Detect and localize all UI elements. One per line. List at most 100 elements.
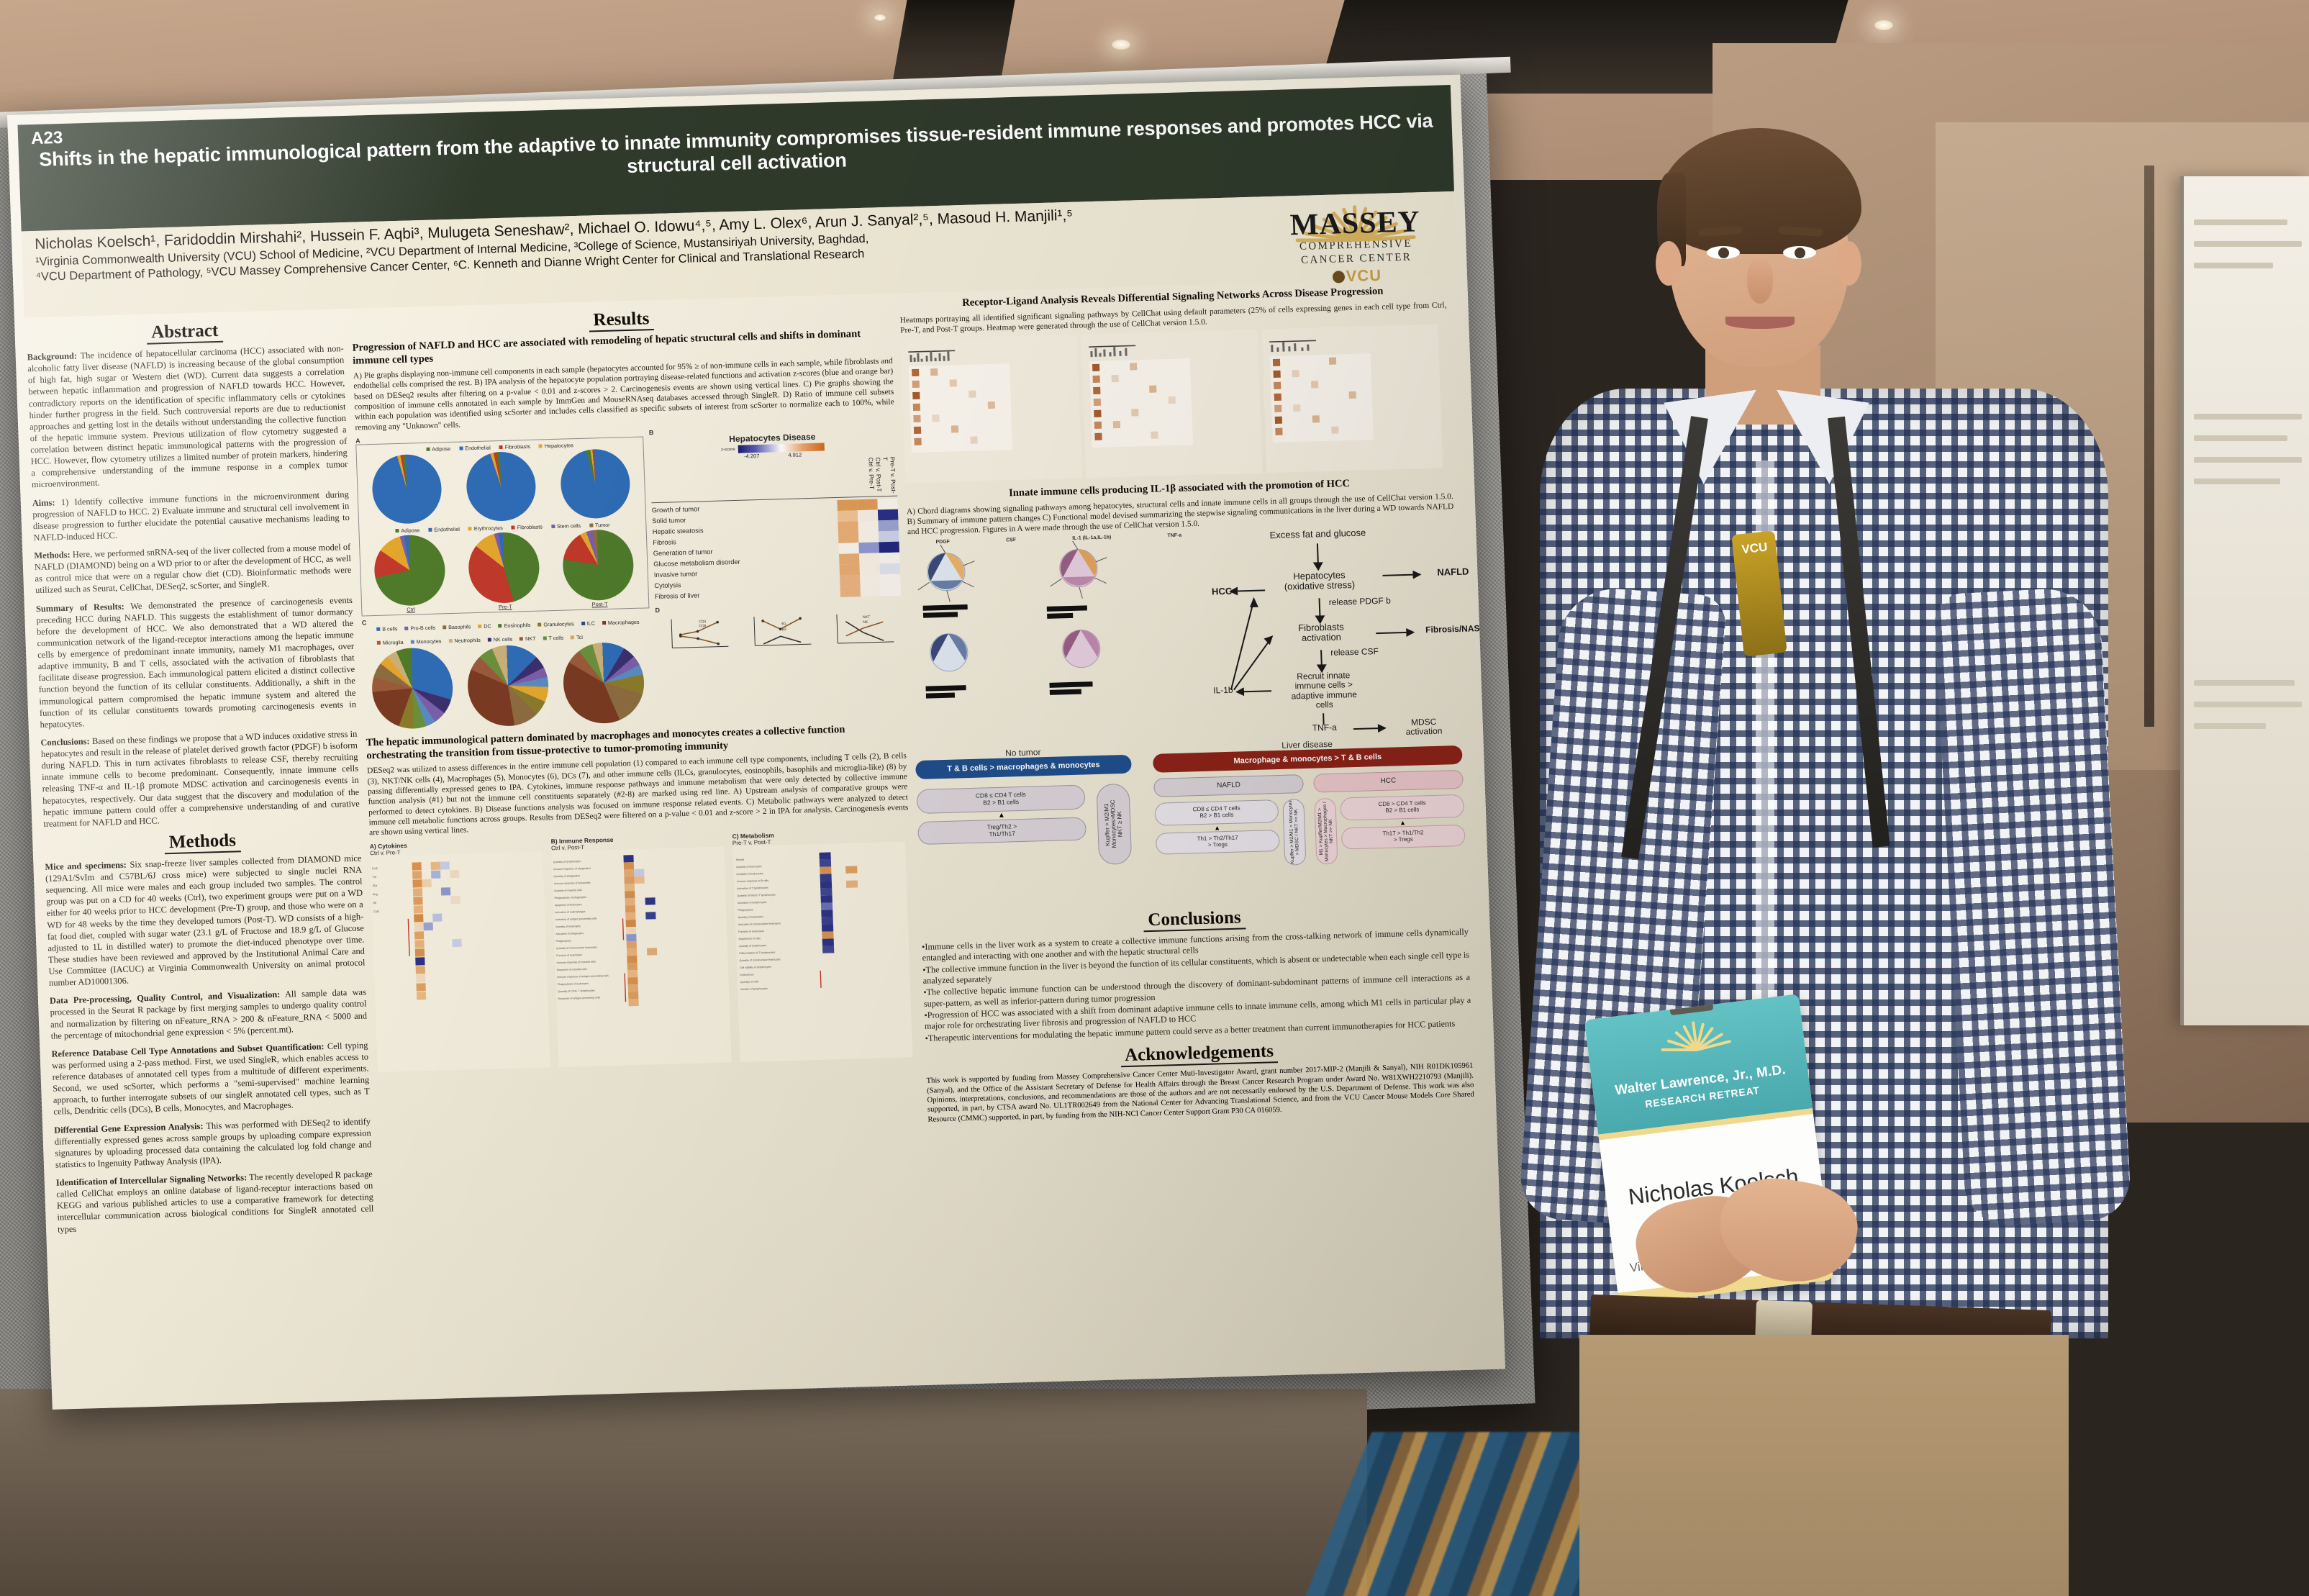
floor [0,1389,1367,1596]
hcc-pill: HCC [1313,769,1464,793]
svg-text:Immune response of B cells: Immune response of B cells [737,879,769,883]
heatmap-panel-B: B Hepatocytes Disease z-score -4.207 4.9… [649,422,905,722]
svg-text:Quantity of leukocytes: Quantity of leukocytes [555,925,581,928]
cellchat-heatmap-postt [1261,324,1443,473]
cellchat-heatmaps [900,324,1453,484]
svg-text:Csf1: Csf1 [373,910,380,913]
svg-text:Quantity of lymphocytes: Quantity of lymphocytes [553,860,581,863]
svg-text:B2: B2 [782,627,787,632]
svg-text:Activation of lymphocytes: Activation of lymphocytes [738,901,767,904]
heatmap-row-labels: Growth of tumor Solid tumor Hepatic stea… [651,500,840,602]
svg-text:Immune response of phagocytes: Immune response of phagocytes [553,866,591,870]
svg-text:Phagocytosis: Phagocytosis [738,908,753,912]
hcc-th17-pill: Th17 > Th1/Th2 > Tregs [1341,824,1466,850]
pie-box-structural: Adipose Endothelial Fibroblasts Hepatocy… [355,436,650,617]
figure1-caption: A) Pie graphs displaying non-immune cell… [353,356,894,432]
svg-text:Activation of macrophages: Activation of macrophages [555,910,586,914]
svg-text:Response of antigen presenting: Response of antigen presenting cells [558,996,600,1000]
svg-text:Quantity of leukocytes: Quantity of leukocytes [736,865,762,869]
pie-caption-pret: Pre-T [498,603,512,611]
svg-text:Oxidation of leukocytes: Oxidation of leukocytes [736,872,763,876]
line-chart-cd4-cd8: CD4 CD8 [655,615,738,658]
heatmap-block-cytokines: A) Cytokines Ctrl v. Pre-T Ccl2 Tnf Il1b I… [370,838,555,1076]
abstract-heading: Abstract [26,317,343,346]
zscore-label: z-score [720,447,735,453]
downlight-icon [1874,20,1893,30]
abstract-summary: Summary of Results: We demonstrated the … [35,594,357,730]
abstract-aims: Aims: 1) Identify collective immune func… [32,489,350,543]
svg-text:Function of leukocytes: Function of leukocytes [738,930,764,933]
zscore-min: -4.207 [743,453,760,460]
ear-right [1836,241,1861,286]
flow-arrows-to-hcc [1230,597,1274,691]
heatmap-column-headers: Ctrl v. Pre-T Ctrl v. Post-T Pre-T v. Po… [650,457,897,502]
heatmap-column-pret-postt [877,498,902,597]
zscore-max: 4.912 [788,451,802,459]
methods-heading: Methods [44,828,361,856]
nafld-pill: NAFLD [1153,774,1304,797]
svg-text:Function of leukocytes: Function of leukocytes [556,953,582,957]
svg-text:Ifng: Ifng [373,892,378,896]
pie-chart-nonimmune-pret [465,450,537,522]
svg-text:Tnf: Tnf [372,875,377,879]
no-tumor-treg-pill: Treg/Th2 > Th1/Th17 [917,817,1087,845]
pie-row-1 [358,448,644,525]
svg-text:Phagocytosis of phagocytes: Phagocytosis of phagocytes [554,896,586,899]
acknowledgements-text: This work is supported by funding from M… [926,1061,1474,1124]
poster-author-bar: Nicholas Koelsch¹, Faridoddin Mirshahi²,… [21,191,1458,318]
pie-row-immune [363,641,653,730]
svg-text:Endocytosis: Endocytosis [740,973,754,976]
flow-label-release-pdgf: release PDGF b [1328,595,1391,607]
svg-text:Cell viability of lymphocytes: Cell viability of lymphocytes [740,965,771,969]
adjacent-poster-board [2180,176,2309,1025]
svg-text:Activation of T lymphocytes: Activation of T lymphocytes [737,887,768,890]
svg-text:Quantity of mononuclear leukoc: Quantity of mononuclear leukocytes [556,946,597,950]
research-poster: A23 Shifts in the hepatic immunological … [7,74,1506,1410]
line-chart-nkt-nk: NKT NK [821,610,903,654]
poster-column-middle: Results Progression of NAFLD and HCC are… [351,298,927,1377]
hair [1657,128,1861,254]
ratio-line-charts: CD4 CD8 B1 [655,610,903,659]
svg-text:B1: B1 [781,622,786,626]
pie-chart-immune-postt [562,641,646,725]
cellchat-heatmap-ctrl [900,334,1082,484]
pie-chart-structural-pret: Pre-T [467,531,541,612]
methods-dge: Differential Gene Expression Analysis: T… [54,1115,372,1170]
massey-cancer-center-logo: MASSEY COMPREHENSIVE CANCER CENTER VCU [1264,196,1447,285]
pie-chart-nonimmune-ctrl [371,453,443,525]
wall-divider [2144,166,2154,727]
pupil-left [1718,248,1729,258]
heatmap-block-immune-response: B) Immune Response Ctrl v. Post-T [550,833,735,1071]
cellchat-heatmap-pret [1081,329,1263,479]
ear-left [1656,241,1682,286]
svg-text:Immune response of leukocytes: Immune response of leukocytes [554,881,591,884]
svg-text:Immune response of myeloid cel: Immune response of myeloid cells [556,960,596,964]
svg-text:Quantity of mononuclear leukoc: Quantity of mononuclear leukocytes [740,958,781,962]
methods-dataproc: Data Pre-processing, Quality Control, an… [49,987,368,1041]
methods-refdb: Reference Database Cell Type Annotations… [51,1040,370,1117]
nafld-th1-pill: Th1 > Th2/Th17 > Tregs [1155,829,1280,855]
svg-text:Quantity of CD4+ T lymphocytes: Quantity of CD4+ T lymphocytes [558,989,595,992]
svg-text:Steroid: Steroid [736,858,745,861]
figure1-panels: A Adipose Endothelial Fibroblasts Hepato… [355,422,905,730]
pie-row-2: Ctrl Pre-T Post-T [361,529,648,615]
heatmap-block-metabolism: C) Metabolism Pre-T v. Post-T [732,828,917,1066]
svg-text:Quantity of leukocytes: Quantity of leukocytes [738,915,763,919]
heatmap-image: Steroid Quantity of leukocytes Oxidation… [732,841,913,1062]
poster-column-right: Receptor-Ligand Analysis Reveals Differe… [899,282,1486,1361]
flow-label-release-csf: release CSF [1330,645,1379,658]
nafld-cd8-pill: CD8 ≤ CD4 T cells B2 > B1 cells [1154,799,1279,826]
pupil-right [1795,248,1805,258]
conclusions-bullets: •Immune cells in the liver work as a sys… [922,927,1472,1045]
vcu-wordmark: VCU [1346,266,1382,286]
badge-header: Walter Lawrence, Jr., M.D. RESEARCH RETR… [1584,994,1813,1135]
conference-name-badge: Walter Lawrence, Jr., M.D. RESEARCH RETR… [1584,994,1834,1306]
heatmap-col-header: Pre-T v. Post-T [881,456,898,494]
svg-text:CD8: CD8 [699,624,706,628]
line-chart-b1-b2: B1 B2 [738,612,820,656]
svg-text:Differentiation of T lymphocyt: Differentiation of T lymphocytes [739,951,775,954]
abstract-methods: Methods: Here, we performed snRNA-seq of… [34,541,352,596]
svg-text:Response of myeloid cells: Response of myeloid cells [557,968,587,971]
heatmap-image: Ccl2 Tnf Il1b Ifng Il6 Csf1 [370,851,550,1072]
figure4-panels: PDGF CSF IL-1 (IL-1a,IL-1b) TNF-a [907,525,1486,737]
